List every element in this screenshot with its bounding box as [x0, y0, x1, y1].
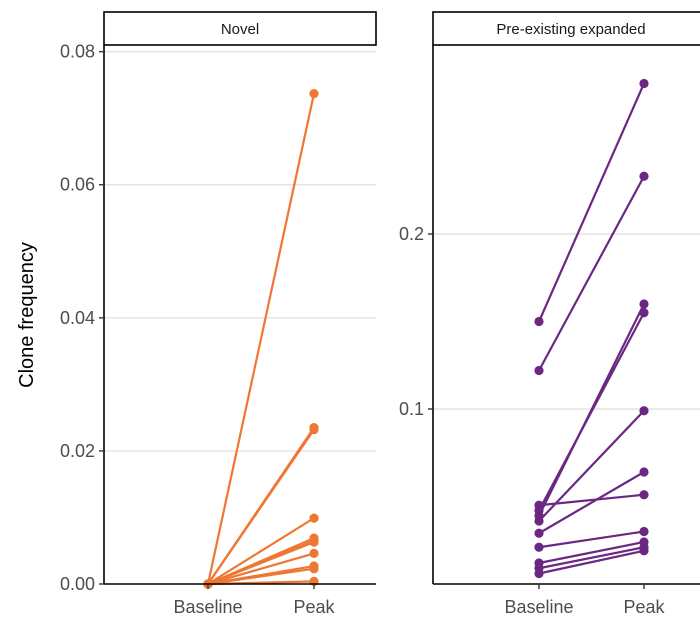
- series-line: [207, 541, 315, 586]
- data-point: [309, 564, 319, 574]
- data-point: [309, 88, 319, 99]
- series-line: [538, 549, 645, 575]
- series-line: [537, 83, 646, 322]
- strip-novel: [103, 11, 377, 46]
- data-point: [639, 406, 649, 416]
- data-point: [639, 308, 649, 318]
- series-novel: [203, 88, 319, 589]
- y-tick-label: 0.08: [60, 42, 95, 62]
- x-tick-label: Peak: [293, 597, 335, 617]
- series-line: [538, 540, 645, 565]
- y-ticks-novel: 0.00 0.02 0.04 0.06 0.08: [60, 42, 104, 594]
- y-tick-label: 0.2: [399, 224, 424, 244]
- data-point: [639, 78, 649, 89]
- data-point: [639, 171, 649, 181]
- data-point: [639, 467, 649, 477]
- data-point: [639, 490, 649, 500]
- y-axis-title: Clone frequency: [16, 242, 38, 388]
- series-line: [207, 552, 315, 586]
- strip-label-novel: Novel: [221, 21, 259, 38]
- series-line: [538, 530, 645, 549]
- data-point: [534, 500, 544, 510]
- data-point: [534, 365, 544, 376]
- y-ticks-preexisting: 0.1 0.2: [399, 224, 433, 419]
- data-point: [309, 425, 319, 435]
- data-point: [639, 299, 649, 309]
- data-point: [309, 537, 319, 547]
- series-line: [207, 428, 315, 585]
- y-tick-label: 0.1: [399, 399, 424, 419]
- strip-label-preexisting: Pre-existing expanded: [496, 21, 645, 38]
- data-point: [534, 563, 544, 573]
- y-tick-label: 0.06: [60, 175, 95, 195]
- series-line: [207, 517, 315, 585]
- series-line: [538, 175, 645, 372]
- y-tick-label: 0.04: [60, 308, 95, 328]
- gridlines-preexisting: [433, 233, 700, 410]
- panel-novel: Novel 0.00 0.02 0.04 0.06 0.08 Baseline Peak: [60, 11, 377, 617]
- x-ticks-novel: Baseline Peak: [173, 584, 336, 617]
- gridlines-novel: [104, 50, 376, 452]
- series-line: [207, 567, 315, 586]
- series-line: [538, 493, 645, 507]
- series-preexisting: [534, 78, 649, 579]
- x-tick-label: Peak: [623, 597, 665, 617]
- x-ticks-preexisting: Baseline Peak: [504, 584, 666, 617]
- x-tick-label: Baseline: [504, 597, 573, 617]
- data-point: [309, 513, 319, 523]
- series-line: [538, 312, 645, 512]
- data-point: [534, 542, 544, 552]
- y-tick-label: 0.00: [60, 574, 95, 594]
- series-line: [538, 471, 645, 535]
- series-line: [538, 546, 645, 570]
- series-line: [206, 93, 316, 585]
- data-point: [534, 528, 544, 538]
- x-tick-label: Baseline: [173, 597, 242, 617]
- data-point: [639, 526, 649, 537]
- data-point: [534, 316, 544, 327]
- data-point: [534, 516, 544, 526]
- y-tick-label: 0.02: [60, 441, 95, 461]
- panel-preexisting: Pre-existing expanded 0.1 0.2 Baseline Pea…: [399, 11, 700, 617]
- strip-preexisting: [432, 11, 700, 46]
- data-point: [309, 548, 319, 558]
- data-point: [639, 542, 649, 552]
